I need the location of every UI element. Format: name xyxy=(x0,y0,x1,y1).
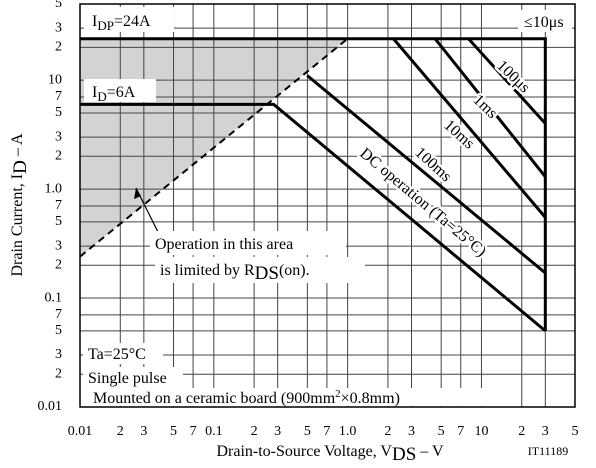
text: I xyxy=(92,13,97,30)
lines-layer xyxy=(79,37,547,333)
x-tick-label: 2 xyxy=(518,424,525,439)
label-box xyxy=(155,257,365,283)
text: I xyxy=(92,84,97,101)
series-label: ≤10μs xyxy=(524,14,564,31)
y-tick-label: 5 xyxy=(55,0,62,11)
text: Drain Current, I xyxy=(9,174,26,277)
limit-line xyxy=(306,74,547,275)
x-tick-label: 3 xyxy=(274,424,281,439)
label-box xyxy=(84,79,156,102)
series-label: 1ms xyxy=(470,91,501,122)
text: – A xyxy=(9,133,26,160)
y-tick-label: 3 xyxy=(55,347,62,362)
x-tick-label: 5 xyxy=(304,424,311,439)
subscript: D xyxy=(10,160,31,174)
y-tick-label: 5 xyxy=(55,323,62,338)
y-axis-label: Drain Current, ID – A xyxy=(9,133,31,276)
y-tick-label: 7 xyxy=(55,89,62,104)
subscript: DS xyxy=(255,263,279,284)
y-tick-label: 2 xyxy=(55,149,62,164)
text: Mounted on a ceramic board (900mm xyxy=(93,390,336,407)
y-tick-label: 7 xyxy=(55,307,62,322)
limit-line xyxy=(392,37,547,219)
annotation: Ta=25°C xyxy=(88,346,146,363)
x-tick-label: 7 xyxy=(190,424,197,439)
text: ×0.8mm) xyxy=(341,390,400,407)
y-tick-label: 2 xyxy=(55,366,62,381)
x-tick-label: 10 xyxy=(474,424,488,439)
x-tick-label: 0.01 xyxy=(68,424,93,439)
limit-line xyxy=(467,37,547,125)
y-tick-label: 1.0 xyxy=(45,181,63,196)
y-tick-label: 5 xyxy=(55,105,62,120)
annotation: ID=6A xyxy=(92,84,136,104)
annotation: Mounted on a ceramic board (900mm2×0.8mm… xyxy=(93,388,400,407)
limit-line xyxy=(433,37,547,178)
text: Drain-to-Source Voltage, V xyxy=(216,443,392,460)
limit-line xyxy=(80,102,547,333)
subscript: DP xyxy=(97,18,114,33)
subscript: D xyxy=(97,89,106,104)
x-tick-label: 2 xyxy=(117,424,124,439)
text: is limited by R xyxy=(160,262,255,279)
x-tick-label: 3 xyxy=(140,424,147,439)
label-box xyxy=(518,10,572,32)
plot-frame xyxy=(79,3,576,408)
annotation: is limited by RDS(on). xyxy=(160,262,310,284)
text: (on). xyxy=(279,262,310,279)
y-tick-label: 3 xyxy=(55,129,62,144)
y-tick-label: 0.1 xyxy=(45,290,63,305)
limit-line xyxy=(80,37,547,331)
arrow-head xyxy=(134,188,141,199)
x-tick-label: 7 xyxy=(457,424,464,439)
x-tick-label: 7 xyxy=(323,424,330,439)
annotation: Single pulse xyxy=(88,370,167,387)
annotation: IDP=24A xyxy=(92,13,151,33)
y-tick-label: 2 xyxy=(55,257,62,272)
y-tick-label: 3 xyxy=(55,238,62,253)
x-tick-label: 1.0 xyxy=(339,424,357,439)
text: – V xyxy=(416,443,444,460)
y-tick-label: 5 xyxy=(55,214,62,229)
x-tick-label: 2 xyxy=(384,424,391,439)
label-box xyxy=(88,388,508,406)
x-tick-label: 5 xyxy=(572,424,579,439)
limit-line-dashed xyxy=(79,37,349,258)
label-box xyxy=(83,343,163,364)
superscript: 2 xyxy=(335,388,341,400)
x-tick-label: 5 xyxy=(170,424,177,439)
label-box xyxy=(83,367,183,388)
y-tick-label: 3 xyxy=(55,20,62,35)
x-tick-label: 0.1 xyxy=(205,424,223,439)
x-axis-label: Drain-to-Source Voltage, VDS – V xyxy=(216,443,444,465)
x-tick-label: 3 xyxy=(542,424,549,439)
subscript: DS xyxy=(392,444,416,465)
x-tick-label: 3 xyxy=(408,424,415,439)
series-label: 10ms xyxy=(440,117,477,153)
text: =24A xyxy=(114,13,151,30)
x-tick-label: 2 xyxy=(251,424,258,439)
text: =6A xyxy=(107,84,136,101)
tick-labels: 0.01 2 3 5 7 0.1 2 3 5 7 1.0 2 3 5 7 10 2 3 50.0123570.123… xyxy=(38,0,579,439)
series-label: 100μs xyxy=(493,57,533,96)
y-tick-label: 0.01 xyxy=(38,399,63,414)
annotation: Operation in this area xyxy=(155,236,293,253)
y-tick-label: 7 xyxy=(55,198,62,213)
label-box xyxy=(150,231,346,255)
y-tick-label: 2 xyxy=(55,40,62,55)
y-tick-label: 10 xyxy=(48,72,62,87)
x-tick-label: 5 xyxy=(438,424,445,439)
label-box xyxy=(84,7,174,32)
figure-id: IT11189 xyxy=(528,444,568,458)
